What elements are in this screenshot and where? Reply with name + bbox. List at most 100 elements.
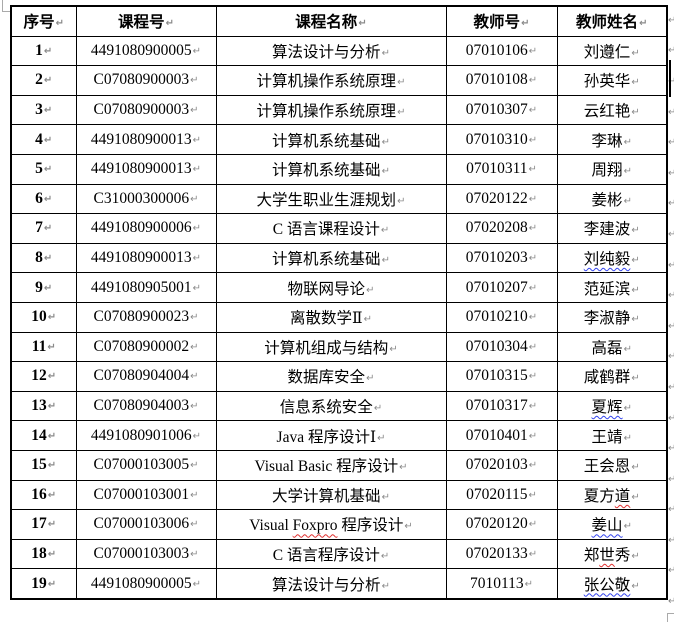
cell-index[interactable]: 8↵ — [10, 242, 77, 274]
cell-course-no[interactable]: 4491080900013↵ — [75, 124, 217, 155]
cell-course-name[interactable]: Visual Foxpro 程序设计↵ — [215, 509, 447, 540]
cell-teacher-name[interactable]: 夏辉↵ — [556, 390, 668, 422]
cell-teacher-no[interactable]: 07010317↵ — [445, 390, 558, 422]
cell-course-no[interactable]: C07000103006↵ — [75, 509, 217, 540]
cell-teacher-name[interactable]: 张公敬↵ — [556, 568, 668, 600]
cell-index[interactable]: 6↵ — [10, 183, 77, 215]
cell-teacher-name[interactable]: 高磊↵ — [556, 331, 668, 363]
cell-course-name[interactable]: C 语言课程设计↵ — [215, 213, 447, 244]
cell-course-no[interactable]: 4491080900005↵ — [75, 568, 217, 600]
column-header-3[interactable]: 教师号↵ — [445, 5, 558, 37]
cell-course-name[interactable]: Java 程序设计Ⅰ↵ — [215, 420, 447, 451]
cell-teacher-name[interactable]: 周翔↵ — [556, 153, 668, 185]
cell-course-name[interactable]: 物联网导论↵ — [215, 272, 447, 303]
cell-teacher-no[interactable]: 07020122↵ — [445, 183, 558, 215]
cell-course-name[interactable]: Visual Basic 程序设计↵ — [215, 449, 447, 481]
cell-teacher-no[interactable]: 07020133↵ — [445, 538, 558, 570]
column-header-0[interactable]: 序号↵ — [10, 5, 77, 37]
column-header-2[interactable]: 课程名称↵ — [215, 5, 447, 37]
cell-index[interactable]: 4↵ — [10, 124, 77, 155]
cell-index[interactable]: 14↵ — [10, 420, 77, 451]
cell-index[interactable]: 5↵ — [10, 153, 77, 185]
cell-course-no[interactable]: C07080900023↵ — [75, 301, 217, 333]
cell-teacher-no[interactable]: 07020115↵ — [445, 479, 558, 511]
cell-teacher-name[interactable]: 姜彬↵ — [556, 183, 668, 215]
cell-course-name[interactable]: 信息系统安全↵ — [215, 390, 447, 422]
cell-index[interactable]: 1↵ — [10, 35, 77, 67]
cell-course-name[interactable]: 大学生职业生涯规划↵ — [215, 183, 447, 215]
column-header-4[interactable]: 教师姓名↵ — [556, 5, 668, 37]
cell-course-name[interactable]: C 语言程序设计↵ — [215, 538, 447, 570]
cell-index[interactable]: 19↵ — [10, 568, 77, 600]
cell-index[interactable]: 7↵ — [10, 213, 77, 244]
cell-teacher-no[interactable]: 07010310↵ — [445, 124, 558, 155]
cell-index[interactable]: 13↵ — [10, 390, 77, 422]
cell-course-name[interactable]: 大学计算机基础↵ — [215, 479, 447, 511]
cell-course-name[interactable]: 计算机组成与结构↵ — [215, 331, 447, 363]
cell-index[interactable]: 18↵ — [10, 538, 77, 570]
cell-index[interactable]: 3↵ — [10, 94, 77, 126]
cell-teacher-name[interactable]: 李淑静↵ — [556, 301, 668, 333]
cell-teacher-name[interactable]: 范延滨↵ — [556, 272, 668, 303]
cell-teacher-name[interactable]: 郑世秀↵ — [556, 538, 668, 570]
cell-course-no[interactable]: C07080900003↵ — [75, 94, 217, 126]
cell-teacher-name[interactable]: 刘纯毅↵ — [556, 242, 668, 274]
cell-teacher-name[interactable]: 孙英华↵ — [556, 65, 668, 96]
cell-course-name[interactable]: 计算机系统基础↵ — [215, 242, 447, 274]
cell-course-no[interactable]: 4491080900013↵ — [75, 242, 217, 274]
cell-course-name[interactable]: 算法设计与分析↵ — [215, 35, 447, 67]
cell-teacher-name[interactable]: 咸鹤群↵ — [556, 361, 668, 392]
cell-course-name[interactable]: 数据库安全↵ — [215, 361, 447, 392]
cell-course-no[interactable]: C07080904004↵ — [75, 361, 217, 392]
cell-teacher-no[interactable]: 07020208↵ — [445, 213, 558, 244]
cell-course-no[interactable]: 4491080900005↵ — [75, 35, 217, 67]
cell-course-no[interactable]: C07000103001↵ — [75, 479, 217, 511]
cell-teacher-name[interactable]: 王会恩↵ — [556, 449, 668, 481]
cell-teacher-no[interactable]: 07010207↵ — [445, 272, 558, 303]
cell-teacher-no[interactable]: 7010113↵ — [445, 568, 558, 600]
cell-course-name[interactable]: 离散数学Ⅱ↵ — [215, 301, 447, 333]
cell-teacher-no[interactable]: 07020103↵ — [445, 449, 558, 481]
cell-teacher-no[interactable]: 07010203↵ — [445, 242, 558, 274]
cell-teacher-no[interactable]: 07010307↵ — [445, 94, 558, 126]
cell-course-name[interactable]: 计算机操作系统原理↵ — [215, 65, 447, 96]
cell-course-no[interactable]: 4491080901006↵ — [75, 420, 217, 451]
cell-index[interactable]: 2↵ — [10, 65, 77, 96]
cell-index[interactable]: 12↵ — [10, 361, 77, 392]
cell-teacher-no[interactable]: 07010401↵ — [445, 420, 558, 451]
cell-index[interactable]: 10↵ — [10, 301, 77, 333]
cell-course-no[interactable]: 4491080900006↵ — [75, 213, 217, 244]
cell-teacher-name[interactable]: 姜山↵ — [556, 509, 668, 540]
cell-teacher-no[interactable]: 07020120↵ — [445, 509, 558, 540]
cell-teacher-name[interactable]: 王靖↵ — [556, 420, 668, 451]
cell-index[interactable]: 16↵ — [10, 479, 77, 511]
cell-course-no[interactable]: 4491080900013↵ — [75, 153, 217, 185]
cell-course-no[interactable]: C07080900002↵ — [75, 331, 217, 363]
cell-course-no[interactable]: C31000300006↵ — [75, 183, 217, 215]
cell-course-no[interactable]: C07000103003↵ — [75, 538, 217, 570]
cell-course-no[interactable]: 4491080905001↵ — [75, 272, 217, 303]
cell-index[interactable]: 15↵ — [10, 449, 77, 481]
cell-course-name[interactable]: 算法设计与分析↵ — [215, 568, 447, 600]
cell-course-name[interactable]: 计算机系统基础↵ — [215, 153, 447, 185]
cell-teacher-no[interactable]: 07010311↵ — [445, 153, 558, 185]
cell-teacher-name[interactable]: 夏方道↵ — [556, 479, 668, 511]
cell-teacher-no[interactable]: 07010106↵ — [445, 35, 558, 67]
cell-teacher-no[interactable]: 07010304↵ — [445, 331, 558, 363]
cell-course-name[interactable]: 计算机系统基础↵ — [215, 124, 447, 155]
cell-course-no[interactable]: C07080904003↵ — [75, 390, 217, 422]
cell-index[interactable]: 17↵ — [10, 509, 77, 540]
cell-teacher-no[interactable]: 07010108↵ — [445, 65, 558, 96]
cell-teacher-name[interactable]: 云红艳↵ — [556, 94, 668, 126]
cell-course-no[interactable]: C07080900003↵ — [75, 65, 217, 96]
cell-teacher-name[interactable]: 李建波↵ — [556, 213, 668, 244]
cell-index[interactable]: 9↵ — [10, 272, 77, 303]
cell-course-name[interactable]: 计算机操作系统原理↵ — [215, 94, 447, 126]
cell-teacher-name[interactable]: 李琳↵ — [556, 124, 668, 155]
cell-teacher-no[interactable]: 07010315↵ — [445, 361, 558, 392]
cell-teacher-no[interactable]: 07010210↵ — [445, 301, 558, 333]
cell-teacher-name[interactable]: 刘遵仁↵ — [556, 35, 668, 67]
cell-index[interactable]: 11↵ — [10, 331, 77, 363]
cell-course-no[interactable]: C07000103005↵ — [75, 449, 217, 481]
column-header-1[interactable]: 课程号↵ — [75, 5, 217, 37]
